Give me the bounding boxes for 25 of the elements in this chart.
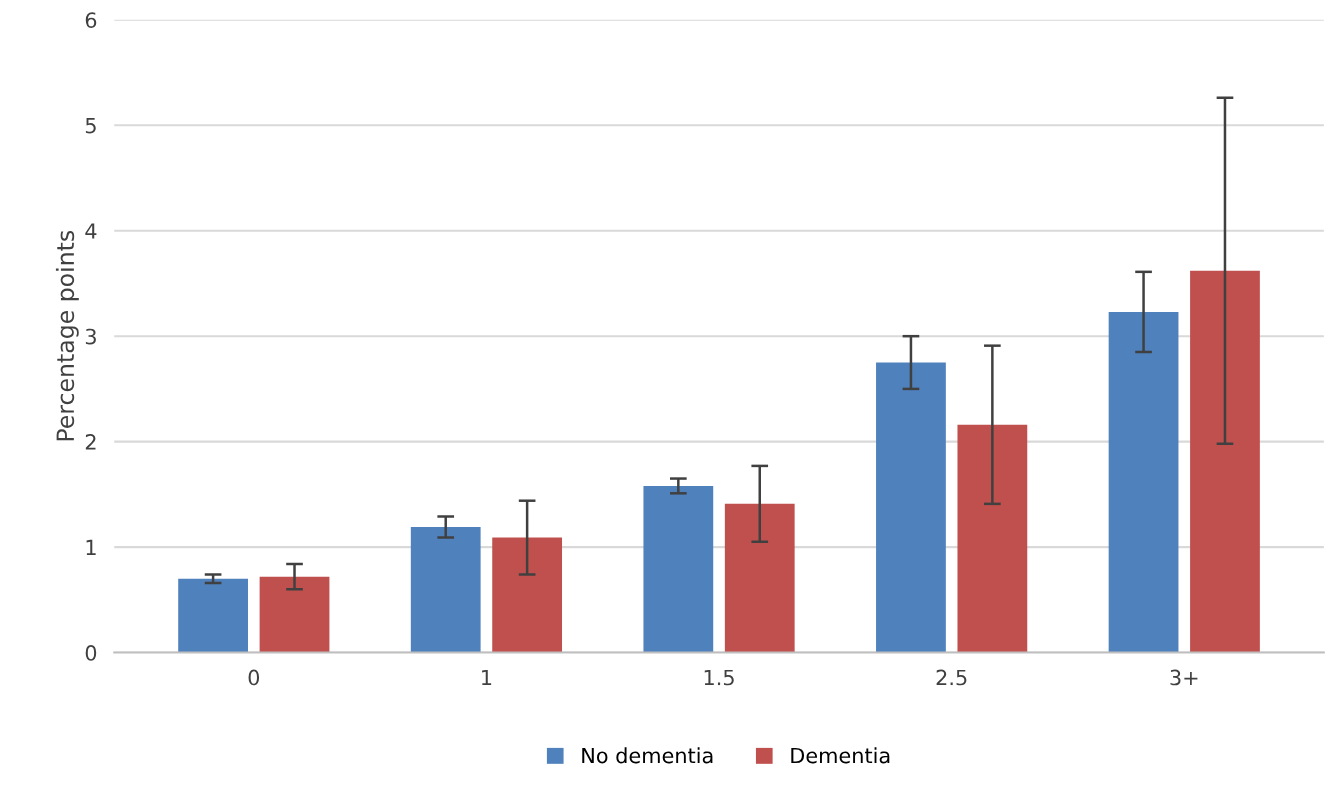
y-tick-label: 2 [85, 434, 96, 450]
y-tick-label: 5 [85, 117, 96, 134]
y-tick-label: 3 [85, 328, 96, 345]
bar [259, 576, 330, 653]
y-axis-title: Percentage points [55, 230, 79, 441]
bar [957, 424, 1028, 653]
legend-label: No dementia [582, 747, 713, 764]
x-tick-label: 1.5 [704, 669, 734, 686]
bar [492, 537, 563, 653]
bar [178, 578, 248, 653]
bar [724, 503, 795, 653]
bar [410, 527, 481, 653]
x-tick-label: 2.5 [936, 669, 967, 686]
y-tick-label: 0 [85, 645, 97, 661]
x-tick-label: 1 [482, 669, 492, 686]
legend-label: Dementia [791, 747, 890, 764]
bar [1190, 270, 1260, 653]
x-tick-label: 0 [248, 669, 260, 686]
y-tick-label: 4 [85, 223, 97, 239]
y-tick-label: 6 [85, 12, 97, 28]
y-tick-label: 1 [86, 539, 96, 556]
bar [876, 362, 946, 653]
bar [1108, 311, 1179, 653]
bar [643, 485, 714, 653]
x-tick-label: 3+ [1170, 669, 1198, 686]
